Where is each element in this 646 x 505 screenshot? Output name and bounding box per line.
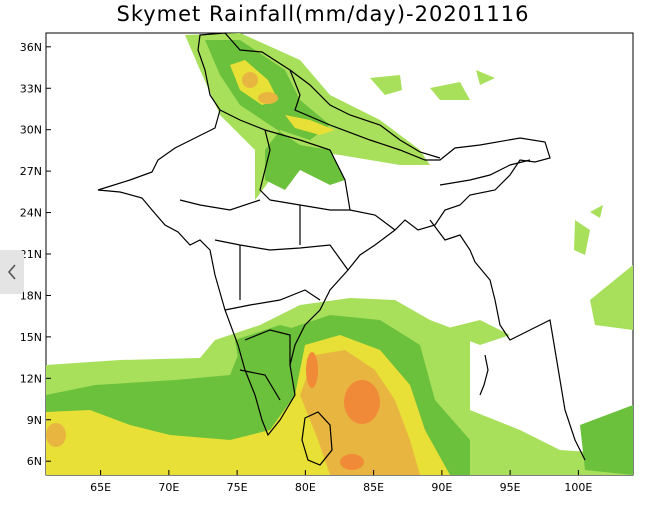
x-tick-label: 95E — [500, 481, 521, 494]
x-tick-label: 75E — [227, 481, 248, 494]
rain-orange-2 — [306, 352, 318, 388]
myanmar-coast — [474, 261, 586, 461]
bangladesh-line — [429, 219, 476, 263]
northeast-border — [439, 159, 531, 186]
y-tick-label: 24N — [20, 207, 42, 220]
y-tick-label: 15N — [20, 331, 42, 344]
india-outline — [97, 32, 586, 466]
rain-north-east-light-2 — [430, 82, 470, 100]
rain-orange-3 — [340, 454, 364, 470]
x-axis-ticks: 65E 70E 75E 80E 85E 90E 95E 100E — [90, 470, 592, 494]
y-tick-label: 30N — [20, 124, 42, 137]
y-tick-label: 36N — [20, 41, 42, 54]
x-tick-label: 85E — [363, 481, 384, 494]
y-tick-label: 12N — [20, 372, 42, 385]
y-tick-label: 21N — [20, 248, 42, 261]
rain-east-green — [580, 405, 633, 475]
y-tick-label: 18N — [20, 289, 42, 302]
srilanka — [301, 411, 333, 466]
rain-north-orange — [242, 72, 258, 88]
rain-orange-4 — [46, 423, 66, 447]
state-lines — [179, 109, 396, 401]
chevron-left-icon — [7, 264, 16, 280]
x-tick-label: 80E — [295, 481, 316, 494]
rain-east-light — [590, 265, 633, 330]
rain-north-orange-2 — [258, 92, 278, 104]
rain-orange-1 — [344, 380, 380, 424]
andaman-islands — [479, 354, 489, 396]
rainfall-shading — [46, 33, 633, 475]
map-title: Skymet Rainfall(mm/day)-20201116 — [116, 2, 530, 26]
himalaya-line — [289, 69, 441, 159]
rain-north-east-light-3 — [476, 70, 495, 85]
rain-east-light-4 — [440, 320, 510, 345]
x-tick-label: 70E — [158, 481, 179, 494]
india-border — [97, 32, 551, 437]
rain-north-yellow-2 — [285, 115, 335, 135]
rain-east-light-3 — [590, 205, 603, 218]
prev-button[interactable] — [0, 250, 24, 294]
rain-east-light-2 — [574, 220, 590, 255]
rain-north-east-light — [370, 75, 402, 95]
x-tick-label: 100E — [564, 481, 592, 494]
y-tick-label: 9N — [27, 414, 42, 427]
x-tick-label: 65E — [90, 481, 111, 494]
x-tick-label: 90E — [431, 481, 452, 494]
y-tick-label: 6N — [27, 455, 42, 468]
y-tick-label: 27N — [20, 165, 42, 178]
rain-peninsula-green — [235, 325, 300, 420]
y-axis-ticks: 36N 33N 30N 27N 24N 21N 18N 15N 12N 9N 6N — [20, 41, 51, 468]
y-tick-label: 33N — [20, 82, 42, 95]
